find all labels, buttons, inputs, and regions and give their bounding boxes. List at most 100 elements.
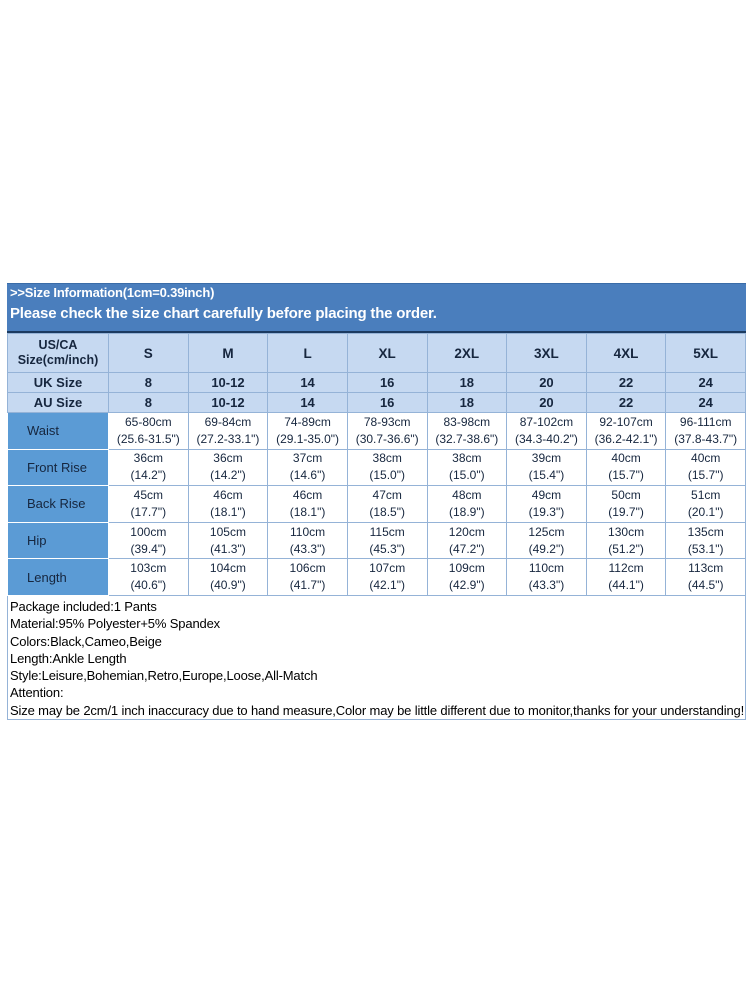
measurement-inch: (43.3")	[528, 578, 565, 593]
measurement-cm: 100cm	[130, 524, 167, 539]
measurement-value: 49cm (19.3")	[506, 485, 587, 523]
measurement-inch: (43.3")	[289, 541, 326, 556]
measurement-cm: 78-93cm	[363, 414, 411, 429]
measurement-value: 38cm (15.0")	[346, 448, 428, 487]
measurement-inch: (36.2-42.1")	[594, 431, 658, 446]
measurement-inch: (18.9")	[449, 504, 485, 519]
measurement-value: 36cm (14.2")	[108, 448, 189, 487]
measurement-cm: 51cm	[691, 487, 721, 502]
measurement-cm: 130cm	[608, 524, 645, 539]
measurement-cm: 107cm	[369, 561, 406, 576]
measurement-inch: (19.3")	[528, 504, 565, 519]
measurement-inch: (27.2-33.1")	[196, 431, 260, 446]
measurement-inch: (15.7")	[608, 468, 644, 483]
region-size-value: 10-12	[187, 372, 269, 393]
size-info-subtitle: Please check the size chart carefully be…	[10, 305, 437, 322]
measurement-label: Length	[7, 558, 109, 596]
measurement-value: 96-111cm (37.8-43.7")	[665, 412, 746, 450]
region-size-row: UK Size 8 10-12 14 16 18 20 22 24	[7, 372, 746, 393]
measurement-value: 40cm (15.7")	[585, 448, 667, 487]
measurement-cm: 46cm	[292, 487, 323, 502]
measurement-value: 51cm (20.1")	[665, 485, 746, 523]
region-size-label: AU Size	[7, 392, 109, 413]
size-info-header: >>Size Information(1cm=0.39inch) Please …	[7, 283, 746, 333]
column-header-size: 5XL	[665, 333, 746, 373]
measurement-cm: 120cm	[448, 524, 485, 539]
measurement-inch: (18.5")	[369, 504, 405, 519]
measurement-cm: 113cm	[688, 561, 724, 576]
measurement-value: 47cm (18.5")	[346, 485, 428, 523]
measurement-cm: 36cm	[213, 451, 243, 466]
note-line: Colors:Black,Cameo,Beige	[10, 633, 162, 649]
measurement-value: 107cm (42.1")	[346, 558, 428, 596]
measurement-cm: 104cm	[209, 561, 246, 576]
note-line: Style:Leisure,Bohemian,Retro,Europe,Loos…	[10, 668, 318, 684]
region-size-value: 8	[108, 372, 189, 393]
measurement-cm: 110cm	[289, 524, 326, 539]
measurement-value: 135cm (53.1")	[665, 521, 746, 560]
measurement-inch: (47.2")	[449, 541, 485, 556]
measurement-inch: (45.3")	[369, 541, 405, 556]
column-header-size: M	[187, 333, 269, 373]
measurement-inch: (39.4")	[130, 541, 167, 556]
region-size-value: 18	[426, 392, 508, 413]
measurement-cm: 135cm	[687, 524, 724, 539]
measurement-cm: 47cm	[372, 487, 402, 502]
measurement-cm: 96-111cm	[679, 414, 732, 429]
measurement-value: 112cm (44.1")	[585, 558, 667, 596]
region-size-value: 16	[346, 392, 428, 413]
measurement-cm: 40cm	[611, 451, 641, 466]
region-size-value: 20	[506, 372, 587, 393]
measurement-inch: (40.9")	[210, 578, 246, 593]
measurement-cm: 49cm	[531, 487, 562, 502]
measurement-inch: (40.6")	[130, 578, 167, 593]
measurement-value: 50cm (19.7")	[585, 485, 667, 523]
measurement-cm: 109cm	[448, 561, 485, 576]
measurement-value: 110cm (43.3")	[267, 521, 348, 560]
region-size-value: 16	[346, 372, 428, 393]
measurement-inch: (30.7-36.6")	[355, 431, 419, 446]
measurement-cm: 40cm	[691, 451, 721, 466]
measurement-value: 46cm (18.1")	[267, 485, 348, 523]
measurement-value: 105cm (41.3")	[187, 521, 269, 560]
measurement-cm: 69-84cm	[204, 414, 252, 429]
measurement-value: 46cm (18.1")	[187, 485, 269, 523]
region-size-value: 20	[506, 392, 587, 413]
size-info-title: >>Size Information(1cm=0.39inch)	[10, 285, 215, 300]
measurement-value: 106cm (41.7")	[267, 558, 348, 596]
measurement-cm: 125cm	[528, 524, 565, 539]
measurement-label: Back Rise	[7, 485, 109, 523]
measurement-value: 39cm (15.4")	[506, 448, 587, 487]
column-header-size: 4XL	[585, 333, 667, 373]
region-size-value: 14	[267, 372, 348, 393]
region-size-value: 10-12	[187, 392, 269, 413]
measurement-label: Waist	[7, 412, 109, 450]
region-size-value: 8	[108, 392, 189, 413]
measurement-value: 45cm (17.7")	[108, 485, 189, 523]
column-header-size: S	[108, 333, 189, 373]
measurement-inch: (42.1")	[369, 578, 405, 593]
measurement-inch: (18.1")	[210, 504, 246, 519]
measurement-cm: 110cm	[528, 561, 564, 576]
column-header-label: US/CA Size(cm/inch)	[7, 333, 109, 373]
measurement-value: 103cm (40.6")	[108, 558, 189, 596]
measurement-value: 36cm (14.2")	[187, 448, 269, 487]
measurement-inch: (37.8-43.7")	[674, 431, 738, 446]
measurement-value: 104cm (40.9")	[187, 558, 269, 596]
measurement-cm: 37cm	[292, 451, 323, 466]
measurement-value: 78-93cm (30.7-36.6")	[346, 412, 428, 450]
note-line: Size may be 2cm/1 inch inaccuracy due to…	[10, 702, 745, 718]
measurement-cm: 112cm	[608, 561, 644, 576]
region-size-value: 22	[585, 392, 667, 413]
measurement-label: Front Rise	[7, 448, 109, 487]
measurement-cm: 38cm	[372, 451, 402, 466]
measurement-value: 65-80cm (25.6-31.5")	[108, 412, 189, 450]
column-header-size: 2XL	[426, 333, 508, 373]
measurement-inch: (14.2")	[130, 468, 167, 483]
measurement-value: 74-89cm (29.1-35.0")	[267, 412, 348, 450]
measurement-row: Front Rise 36cm (14.2") 36cm (14.2") 37cm (14.…	[7, 448, 746, 487]
measurement-cm: 87-102cm	[519, 414, 574, 429]
region-size-label: UK Size	[7, 372, 109, 393]
measurement-cm: 39cm	[531, 451, 562, 466]
size-chart-header-row: US/CA Size(cm/inch) S M L XL 2XL 3XL 4XL 5XL	[7, 333, 746, 373]
